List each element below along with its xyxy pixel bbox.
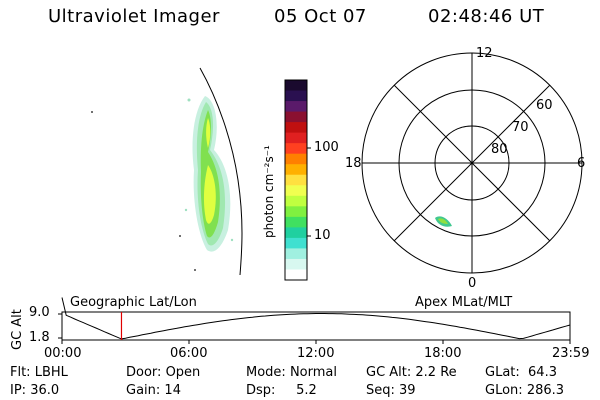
colorbar-unit-label: photon cm⁻²s⁻¹	[262, 145, 276, 238]
colorbar-segment	[285, 143, 307, 155]
x-tick-1200: 12:00	[297, 346, 335, 361]
lat-label-80: 80	[491, 142, 508, 157]
field-dsp: Dsp: 5.2	[246, 383, 317, 398]
colorbar	[285, 80, 307, 281]
field-glat: GLat: 64.3	[485, 365, 557, 380]
colorbar-tick-10: 10	[314, 228, 331, 243]
mlt-label-18: 18	[345, 156, 362, 171]
lat-label-70: 70	[512, 120, 529, 135]
colorbar-segment	[285, 227, 307, 239]
field-seq: Seq: 39	[366, 383, 416, 398]
mlt-label-0: 0	[468, 276, 477, 291]
y-tick-1.8: 1.8	[29, 330, 50, 345]
colorbar-tick-100: 100	[314, 140, 339, 155]
instrument-title: Ultraviolet Imager	[48, 6, 220, 27]
x-tick-1800: 18:00	[424, 346, 462, 361]
mlt-label-12: 12	[476, 46, 493, 61]
field-gc-alt: GC Alt: 2.2 Re	[366, 365, 457, 380]
colorbar-segment	[285, 237, 307, 249]
field-flt: Flt: LBHL	[10, 365, 68, 380]
colorbar-segment	[285, 248, 307, 260]
timeline-axis-label: GC Alt	[10, 309, 25, 350]
field-ip: IP: 36.0	[10, 383, 60, 398]
auroral-image	[91, 67, 243, 276]
field-glon: GLon: 286.3	[485, 383, 565, 398]
polar-aurora	[435, 216, 452, 227]
observation-date: 05 Oct 07	[274, 6, 367, 27]
colorbar-segment	[285, 132, 307, 144]
x-tick-0000: 00:00	[44, 346, 82, 361]
colorbar-segment	[285, 101, 307, 113]
observation-time: 02:48:46 UT	[428, 6, 545, 27]
x-tick-0600: 06:00	[170, 346, 208, 361]
timeline-left-title: Geographic Lat/Lon	[70, 295, 197, 310]
x-tick-2359: 23:59	[552, 346, 590, 361]
colorbar-segment	[285, 216, 307, 228]
colorbar-segment	[285, 111, 307, 123]
altitude-timeline	[58, 297, 571, 344]
colorbar-segment	[285, 269, 307, 281]
mlt-label-6: 6	[577, 156, 586, 171]
colorbar-segment	[285, 164, 307, 176]
colorbar-segment	[285, 258, 307, 270]
polar-plot	[361, 52, 583, 274]
colorbar-segment	[285, 90, 307, 102]
lat-label-60: 60	[536, 98, 553, 113]
field-door: Door: Open	[126, 365, 201, 380]
timeline-right-title: Apex MLat/MLT	[415, 295, 513, 310]
colorbar-segment	[285, 122, 307, 134]
colorbar-segment	[285, 185, 307, 197]
colorbar-segment	[285, 80, 307, 92]
y-tick-9: 9.0	[29, 305, 50, 320]
field-mode: Mode: Normal	[246, 365, 337, 380]
colorbar-segment	[285, 195, 307, 207]
colorbar-segment	[285, 174, 307, 186]
colorbar-segment	[285, 206, 307, 218]
field-gain: Gain: 14	[126, 383, 181, 398]
colorbar-segment	[285, 153, 307, 165]
